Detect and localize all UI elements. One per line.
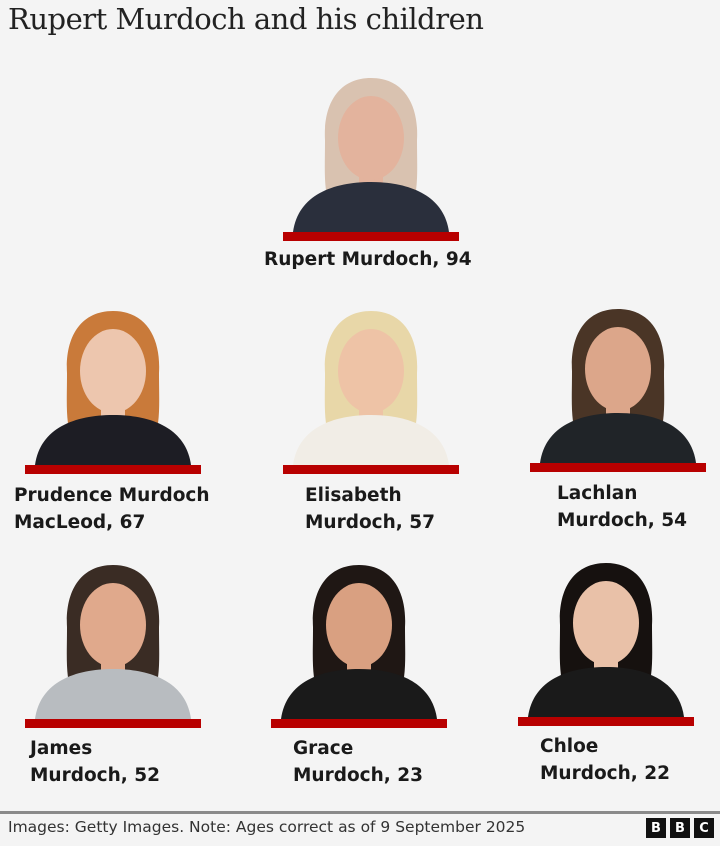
person-label-prudence: Prudence Murdoch MacLeod, 67	[14, 482, 210, 536]
name-text: Rupert Murdoch, 94	[264, 249, 472, 270]
portrait-photo	[518, 545, 694, 717]
bbc-logo-letter: B	[646, 818, 666, 838]
portrait-photo	[283, 293, 459, 465]
name-age-text: MacLeod, 67	[14, 512, 146, 533]
name-age-text: Murdoch, 23	[293, 765, 424, 786]
accent-bar	[530, 463, 706, 472]
person-prudence	[25, 293, 201, 474]
footer-note: Images: Getty Images. Note: Ages correct…	[8, 818, 526, 836]
person-label-lachlan: Lachlan Murdoch, 54	[557, 480, 687, 534]
name-text: Prudence Murdoch	[14, 485, 210, 506]
name-text: Grace	[293, 738, 354, 759]
name-text: Elisabeth	[305, 485, 402, 506]
accent-bar	[283, 465, 459, 474]
person-james	[25, 547, 201, 728]
name-text: Lachlan	[557, 483, 638, 504]
person-label-elisabeth: Elisabeth Murdoch, 57	[305, 482, 435, 536]
bbc-logo-letter: B	[670, 818, 690, 838]
portrait-photo	[25, 547, 201, 719]
footer-divider	[0, 811, 720, 814]
person-label-james: James Murdoch, 52	[30, 735, 160, 789]
name-text: Chloe	[540, 736, 599, 757]
person-label-grace: Grace Murdoch, 23	[293, 735, 423, 789]
bbc-logo-letter: C	[694, 818, 714, 838]
person-elisabeth	[283, 293, 459, 474]
name-age-text: Murdoch, 54	[557, 510, 688, 531]
person-lachlan	[530, 291, 706, 472]
accent-bar	[25, 465, 201, 474]
accent-bar	[25, 719, 201, 728]
person-rupert	[283, 60, 459, 241]
person-grace	[271, 547, 447, 728]
accent-bar	[283, 232, 459, 241]
name-age-text: Murdoch, 52	[30, 765, 161, 786]
portrait-photo	[25, 293, 201, 465]
name-text: James	[30, 738, 93, 759]
portrait-photo	[271, 547, 447, 719]
page-title: Rupert Murdoch and his children	[8, 2, 484, 36]
person-label-rupert: Rupert Murdoch, 94	[264, 246, 472, 273]
person-label-chloe: Chloe Murdoch, 22	[540, 733, 670, 787]
person-chloe	[518, 545, 694, 726]
bbc-logo: B B C	[646, 818, 714, 838]
portrait-photo	[530, 291, 706, 463]
accent-bar	[518, 717, 694, 726]
name-age-text: Murdoch, 22	[540, 763, 671, 784]
portrait-photo	[283, 60, 459, 232]
name-age-text: Murdoch, 57	[305, 512, 436, 533]
accent-bar	[271, 719, 447, 728]
